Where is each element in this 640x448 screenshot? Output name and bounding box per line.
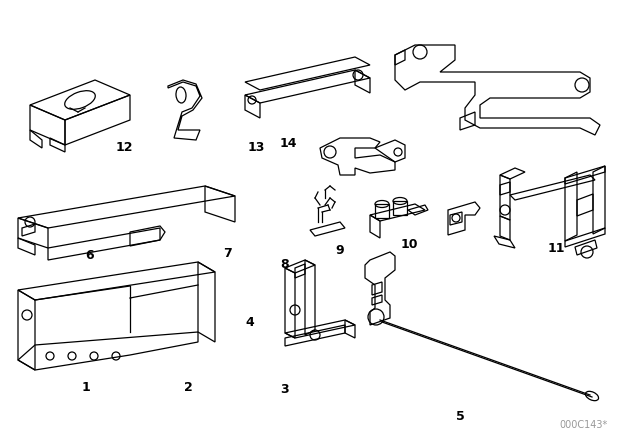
Text: 13: 13 <box>247 141 265 155</box>
Text: 4: 4 <box>245 316 254 329</box>
Text: 7: 7 <box>223 246 232 260</box>
Text: 12: 12 <box>116 141 134 155</box>
Text: 3: 3 <box>280 383 289 396</box>
Text: 9: 9 <box>335 244 344 258</box>
Text: 000C143*: 000C143* <box>560 420 608 430</box>
Text: 2: 2 <box>184 381 193 394</box>
Text: 6: 6 <box>85 249 94 262</box>
Text: 14: 14 <box>279 137 297 150</box>
Text: 1: 1 <box>82 381 91 394</box>
Text: 8: 8 <box>280 258 289 271</box>
Text: 5: 5 <box>456 410 465 423</box>
Text: 11: 11 <box>548 242 566 255</box>
Text: 10: 10 <box>401 237 419 251</box>
